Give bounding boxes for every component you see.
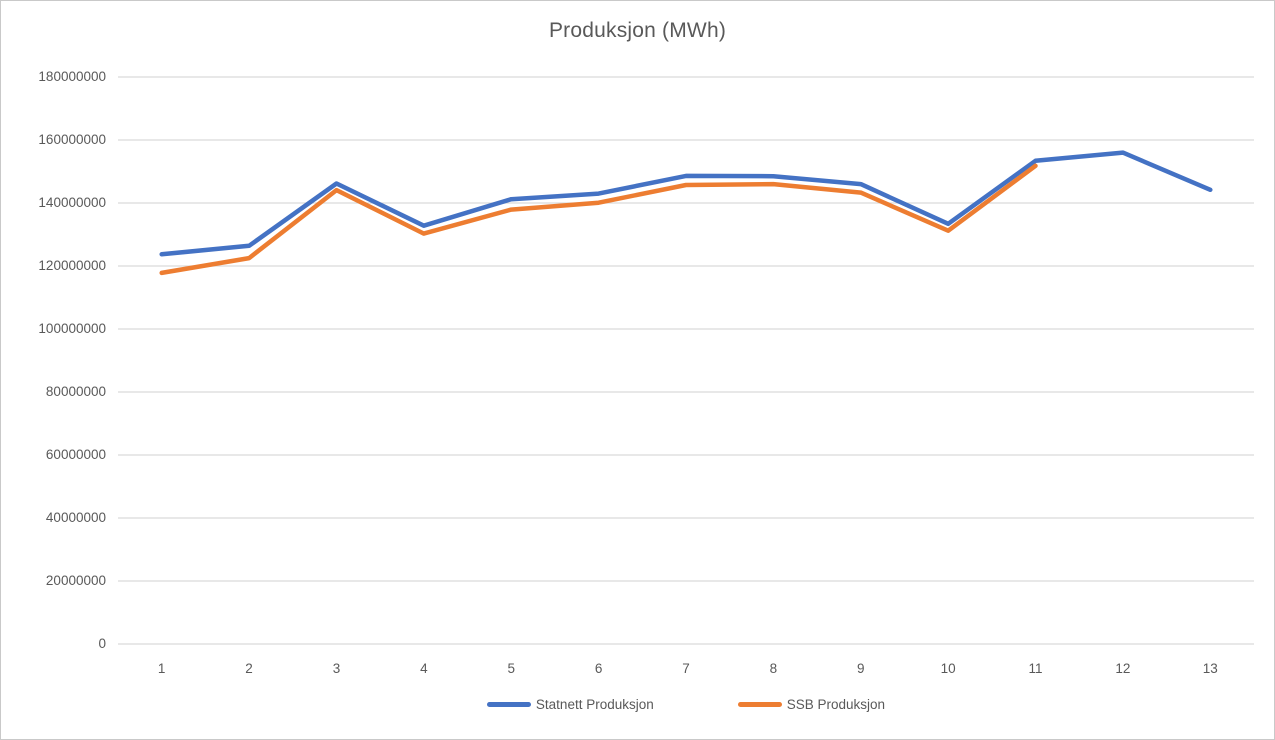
x-axis-tick-label: 3 (332, 661, 341, 676)
y-axis-tick-label: 120000000 (38, 258, 106, 273)
legend-item-ssb: SSB Produksjon (737, 697, 886, 712)
y-axis-tick-label: 20000000 (45, 573, 106, 588)
x-axis-tick-label: 4 (420, 661, 428, 676)
legend: Statnett Produksjon SSB Produksjon (118, 697, 1254, 712)
y-axis-tick-label: 0 (98, 636, 106, 651)
y-axis-tick-label: 140000000 (38, 195, 106, 210)
y-axis-tick-label: 180000000 (38, 69, 106, 84)
y-axis-tick-label: 80000000 (45, 384, 106, 399)
x-axis-tick-label: 13 (1202, 661, 1218, 676)
x-axis-tick-label: 8 (769, 661, 778, 676)
x-axis-tick-label: 1 (157, 661, 166, 676)
x-axis-tick-label: 2 (245, 661, 253, 676)
x-axis-tick-label: 6 (594, 661, 603, 676)
series-line-ssb (159, 163, 1038, 276)
x-axis-tick-label: 12 (1115, 661, 1131, 676)
legend-item-statnett: Statnett Produksjon (486, 697, 654, 712)
y-axis-tick-label: 40000000 (45, 510, 106, 525)
y-axis-tick-label: 100000000 (38, 321, 106, 336)
y-axis-tick-label: 160000000 (38, 132, 106, 147)
chart-title: Produksjon (MWh) (548, 19, 727, 42)
x-axis-tick-label: 5 (507, 661, 515, 676)
legend-line-swatch-ssb (737, 702, 782, 707)
legend-label-statnett: Statnett Produksjon (535, 697, 654, 712)
legend-line-swatch-statnett (486, 702, 531, 707)
y-axis-tick-label: 60000000 (45, 447, 106, 462)
x-axis-tick-label: 10 (940, 661, 956, 676)
series-line-statnett (159, 150, 1213, 257)
x-axis-tick-label: 7 (682, 661, 690, 676)
x-axis-tick-label: 9 (857, 661, 865, 676)
x-axis-tick-label: 11 (1028, 661, 1043, 676)
legend-label-ssb: SSB Produksjon (786, 697, 886, 712)
